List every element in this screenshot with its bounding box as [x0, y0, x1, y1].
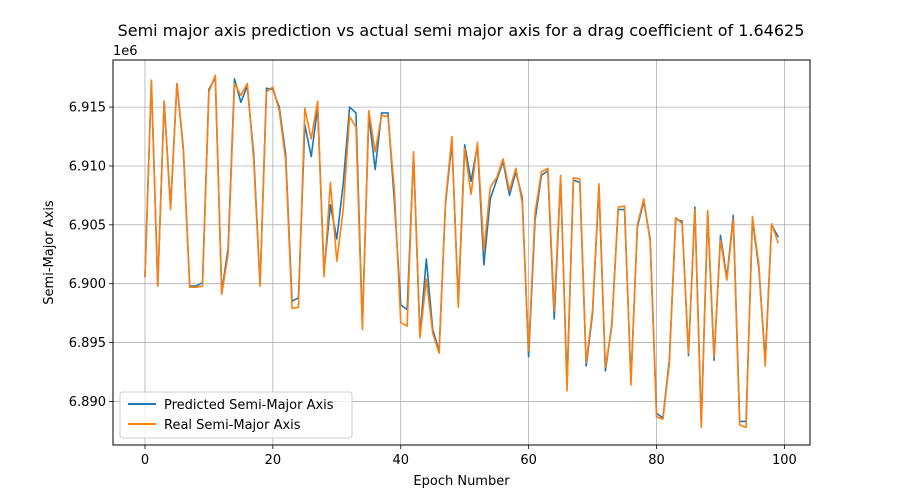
series-layer: [144, 74, 779, 429]
y-tick-label: 6.905: [69, 218, 106, 233]
x-axis-title: Epoch Number: [413, 474, 510, 489]
chart-title: Semi major axis prediction vs actual sem…: [118, 21, 805, 40]
x-tick-label: 40: [392, 453, 409, 468]
y-tick-label: 6.915: [69, 101, 106, 116]
series-line-real: [144, 74, 779, 429]
y-tick-label: 6.900: [69, 277, 106, 292]
y-axis: 6.890 6.895 6.900 6.905 6.910 6.915: [69, 101, 113, 410]
x-tick-label: 100: [772, 453, 797, 468]
x-tick-label: 20: [265, 453, 282, 468]
legend: Predicted Semi-Major Axis Real Semi-Majo…: [119, 391, 353, 439]
x-tick-label: 60: [520, 453, 537, 468]
y-tick-label: 6.910: [69, 159, 106, 174]
x-tick-label: 80: [648, 453, 665, 468]
legend-box: [119, 391, 353, 439]
y-offset-label: 1e6: [113, 44, 138, 59]
y-tick-label: 6.890: [69, 395, 106, 410]
legend-label-predicted: Predicted Semi-Major Axis: [164, 398, 334, 413]
plot-frame: [112, 59, 811, 446]
legend-label-real: Real Semi-Major Axis: [164, 418, 301, 433]
y-tick-label: 6.895: [69, 336, 106, 351]
x-tick-label: 0: [141, 453, 149, 468]
y-axis-title: Semi-Major Axis: [42, 200, 57, 305]
x-axis: 0 20 40 60 80 100: [141, 445, 797, 468]
